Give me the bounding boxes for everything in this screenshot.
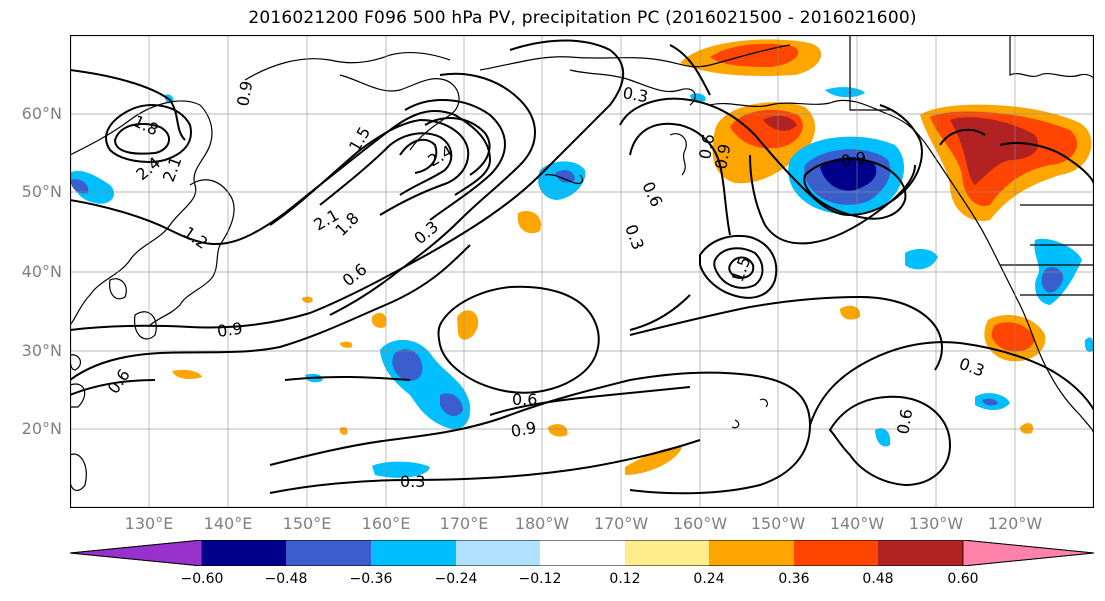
lat-label-20n: 20°N (21, 419, 62, 438)
contour-label: 0.9 (839, 148, 867, 171)
lat-label-60n: 60°N (21, 104, 62, 123)
map-frame (70, 35, 1094, 508)
colorbar-tick-label: 0.48 (862, 571, 894, 587)
lon-label-170w: 170°W (593, 514, 649, 533)
colorbar-segment-9 (878, 540, 963, 566)
lat-label-30n: 30°N (21, 341, 62, 360)
contour-label: 0.9 (216, 319, 244, 341)
colorbar-segment-7 (709, 540, 794, 566)
lon-label-170e: 170°E (439, 514, 489, 533)
lon-label-130e: 130°E (124, 514, 174, 533)
colorbar-segment-6 (625, 540, 709, 566)
colorbar-segment-2 (286, 540, 371, 566)
colorbar-tick-label: 0.36 (778, 571, 810, 587)
contour-label: 0.9 (711, 142, 734, 170)
colorbar-segment-1 (202, 540, 286, 566)
colorbar-tick-label: −0.48 (264, 571, 308, 587)
lat-label-40n: 40°N (21, 262, 62, 281)
colorbar-tick-label: −0.12 (518, 571, 562, 587)
contour-label: 0.9 (233, 79, 256, 107)
lat-label-50n: 50°N (21, 182, 62, 201)
lon-label-160e: 160°E (361, 514, 411, 533)
contour-label: 0.6 (695, 132, 718, 160)
lon-label-120w: 120°W (987, 514, 1043, 533)
colorbar-tick-label: 0.60 (947, 571, 979, 587)
contour-label: 0.3 (621, 83, 649, 106)
contour-label: 0.3 (400, 472, 425, 491)
colorbar-segment-4 (456, 540, 540, 566)
lon-label-180w: 180°W (514, 514, 570, 533)
lon-label-140w: 140°W (829, 514, 885, 533)
pv-contours (70, 39, 1094, 495)
lon-label-150e: 150°E (282, 514, 332, 533)
contour-label: 0.6 (512, 390, 537, 409)
coastlines (70, 35, 1094, 492)
lon-label-140e: 140°E (203, 514, 253, 533)
colorbar-segment-8 (794, 540, 878, 566)
colorbar-tick-label: −0.24 (434, 571, 478, 587)
colorbar-segment-0 (70, 540, 203, 566)
colorbar-tick-label: 0.12 (609, 571, 641, 587)
contour-labels: 0.9 1.8 2.4 2.1 1.2 1.5 2.4 2.1 1.8 0.3 … (104, 79, 987, 491)
colorbar-segment-5 (540, 540, 625, 566)
colorbar-segment-10 (962, 540, 1094, 566)
graticule (70, 35, 1094, 508)
lon-label-160w: 160°W (672, 514, 728, 533)
colorbar-segment-3 (371, 540, 456, 566)
colorbar-tick-label: −0.36 (349, 571, 393, 587)
colorbar-tick-label: −0.60 (180, 571, 224, 587)
lon-label-130w: 130°W (908, 514, 964, 533)
lon-label-150w: 150°W (750, 514, 806, 533)
map-plot-area: 0.9 1.8 2.4 2.1 1.2 1.5 2.4 2.1 1.8 0.3 … (70, 35, 1094, 508)
contour-label: 0.9 (509, 418, 537, 441)
contour-label: 0.6 (893, 407, 916, 435)
map-title: 2016021200 F096 500 hPa PV, precipitatio… (248, 8, 917, 28)
colorbar-tick-label: 0.24 (693, 571, 725, 587)
colorbar (70, 540, 1094, 566)
